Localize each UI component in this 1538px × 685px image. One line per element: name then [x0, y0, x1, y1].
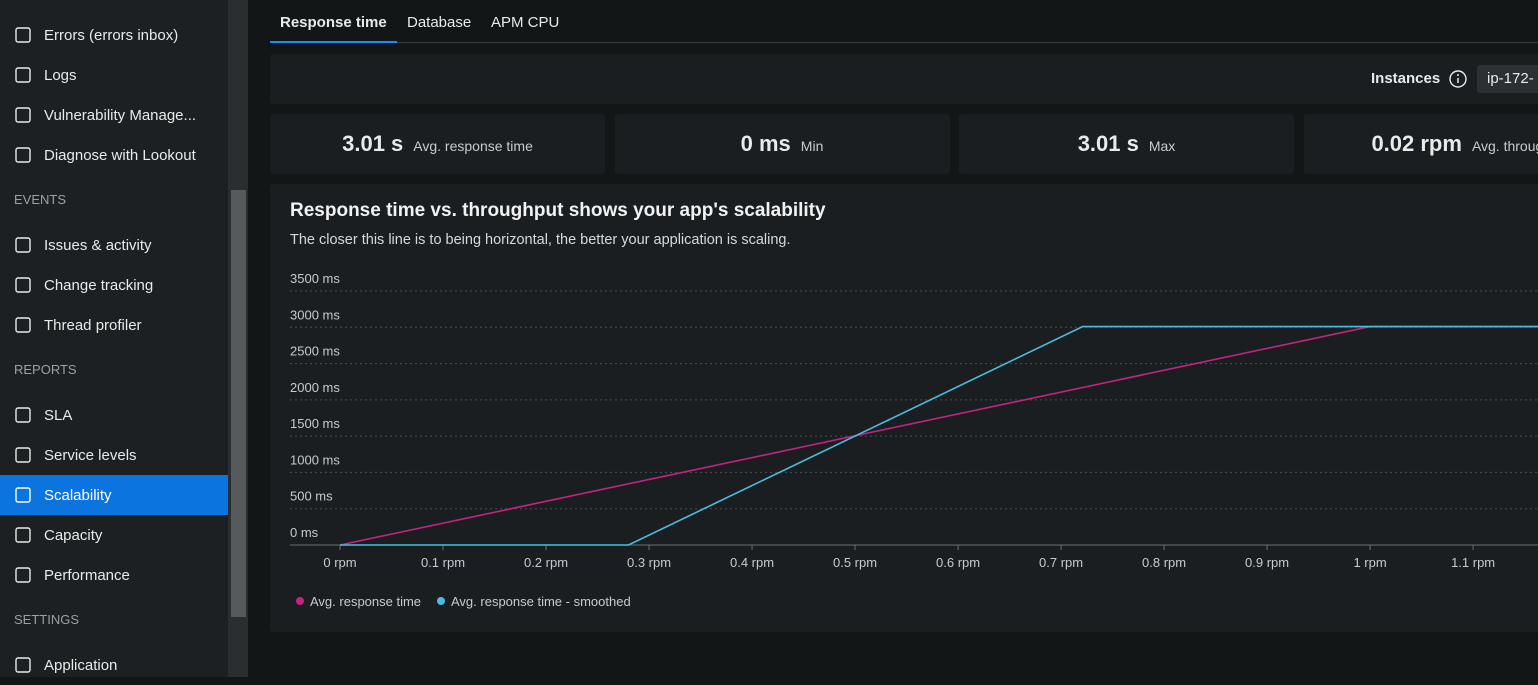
- nav-item[interactable]: Change tracking: [0, 265, 228, 305]
- tab-underline: [270, 41, 397, 43]
- stat-label: Min: [801, 138, 824, 154]
- nav-label: SLA: [44, 407, 72, 424]
- y-tick-label: 3000 ms: [290, 307, 340, 322]
- stat-card: 0.02 rpm Avg. throughput: [1304, 114, 1538, 174]
- nav-item[interactable]: Diagnose with Lookout: [0, 135, 228, 175]
- chart-title: Response time vs. throughput shows your …: [290, 200, 826, 221]
- stat-card: 3.01 s Avg. response time: [270, 114, 605, 174]
- legend-swatch: [437, 597, 445, 605]
- y-tick-label: 1500 ms: [290, 416, 340, 431]
- nav-icon: [14, 146, 32, 164]
- y-tick-label: 2000 ms: [290, 380, 340, 395]
- series-line: [340, 327, 1538, 545]
- stat-value: 3.01 s: [342, 131, 403, 157]
- nav-icon: [14, 66, 32, 84]
- nav-icon: [14, 526, 32, 544]
- x-tick-label: 0.3 rpm: [627, 555, 671, 570]
- nav-label: Change tracking: [44, 277, 153, 294]
- stat-value: 0.02 rpm: [1371, 131, 1462, 157]
- tab[interactable]: Response time: [280, 14, 387, 31]
- nav-item[interactable]: SLA: [0, 395, 228, 435]
- nav-label: Application: [44, 657, 117, 674]
- nav-icon: [14, 26, 32, 44]
- nav-item[interactable]: Scalability: [0, 475, 228, 515]
- nav-icon: [14, 566, 32, 584]
- nav-label: Scalability: [44, 487, 112, 504]
- stat-label: Max: [1149, 138, 1175, 154]
- chart: Response time vs. throughput shows your …: [270, 184, 1538, 632]
- nav-item[interactable]: Service levels: [0, 435, 228, 475]
- tab[interactable]: Database: [407, 14, 471, 31]
- nav-label: Issues & activity: [44, 237, 152, 254]
- sidebar: TRIAGEErrors (errors inbox)LogsVulnerabi…: [0, 0, 228, 677]
- series-line: [340, 327, 1538, 545]
- nav-item[interactable]: Capacity: [0, 515, 228, 555]
- filter-label: Instances: [1371, 70, 1440, 87]
- nav-label: Service levels: [44, 447, 137, 464]
- stat-value: 3.01 s: [1078, 131, 1139, 157]
- nav-icon: [14, 236, 32, 254]
- x-tick-label: 0.8 rpm: [1142, 555, 1186, 570]
- legend-label: Avg. response time: [310, 594, 421, 609]
- legend-swatch: [296, 597, 304, 605]
- nav-item[interactable]: Errors (errors inbox): [0, 15, 228, 55]
- y-tick-label: 500 ms: [290, 489, 333, 504]
- nav-item[interactable]: Logs: [0, 55, 228, 95]
- nav-item[interactable]: Performance: [0, 555, 228, 595]
- y-tick-label: 1000 ms: [290, 452, 340, 467]
- section-heading: REPORTS: [14, 362, 77, 377]
- legend-label: Avg. response time - smoothed: [451, 594, 631, 609]
- x-tick-label: 0.1 rpm: [421, 555, 465, 570]
- y-tick-label: 0 ms: [290, 525, 319, 540]
- nav-item[interactable]: Application: [0, 645, 228, 685]
- nav-label: Diagnose with Lookout: [44, 147, 196, 164]
- x-tick-label: 0.2 rpm: [524, 555, 568, 570]
- nav-label: Performance: [44, 567, 130, 584]
- nav-icon: [14, 656, 32, 674]
- y-tick-label: 3500 ms: [290, 271, 340, 286]
- x-tick-label: 0 rpm: [323, 555, 356, 570]
- x-tick-label: 0.6 rpm: [936, 555, 980, 570]
- x-tick-label: 1 rpm: [1353, 555, 1386, 570]
- nav-label: Logs: [44, 67, 77, 84]
- y-tick-label: 2500 ms: [290, 344, 340, 359]
- x-tick-label: 0.4 rpm: [730, 555, 774, 570]
- stat-card: 3.01 s Max: [959, 114, 1294, 174]
- x-tick-label: 0.5 rpm: [833, 555, 877, 570]
- stat-card: 0 ms Min: [615, 114, 950, 174]
- tab[interactable]: APM CPU: [491, 14, 559, 31]
- section-heading: SETTINGS: [14, 612, 79, 627]
- chart-card: Response time vs. throughput shows your …: [270, 184, 1538, 632]
- nav-label: Errors (errors inbox): [44, 27, 178, 44]
- nav-icon: [14, 106, 32, 124]
- chart-subtitle: The closer this line is to being horizon…: [290, 232, 791, 248]
- x-tick-label: 1.1 rpm: [1451, 555, 1495, 570]
- nav-item[interactable]: Issues & activity: [0, 225, 228, 265]
- x-tick-label: 0.9 rpm: [1245, 555, 1289, 570]
- nav-icon: [14, 486, 32, 504]
- stat-label: Avg. throughput: [1472, 138, 1538, 154]
- info-icon[interactable]: [1448, 69, 1468, 89]
- x-tick-label: 0.7 rpm: [1039, 555, 1083, 570]
- nav-label: Vulnerability Manage...: [44, 107, 196, 124]
- nav-icon: [14, 316, 32, 334]
- nav-label: Thread profiler: [44, 317, 142, 334]
- instance-select[interactable]: ip-172-: [1477, 65, 1538, 93]
- stat-label: Avg. response time: [413, 138, 533, 154]
- nav-label: Capacity: [44, 527, 102, 544]
- stat-value: 0 ms: [741, 131, 791, 157]
- filter-bar: Instances ip-172-: [270, 54, 1538, 104]
- nav-icon: [14, 446, 32, 464]
- nav-icon: [14, 276, 32, 294]
- nav-item[interactable]: Vulnerability Manage...: [0, 95, 228, 135]
- section-heading: EVENTS: [14, 192, 66, 207]
- tab-divider: [270, 42, 1538, 43]
- nav-icon: [14, 406, 32, 424]
- scrollbar-thumb[interactable]: [231, 190, 246, 617]
- nav-item[interactable]: Thread profiler: [0, 305, 228, 345]
